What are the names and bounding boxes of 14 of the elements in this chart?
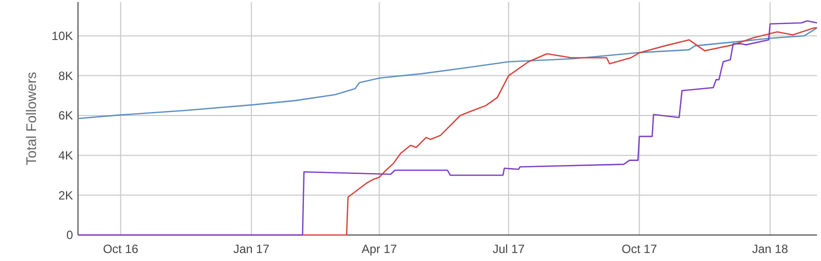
y-tick-label: 4K xyxy=(58,148,73,163)
x-tick-label: Oct 17 xyxy=(622,242,658,256)
y-tick-label: 10K xyxy=(52,29,73,44)
y-tick-label: 2K xyxy=(58,188,73,202)
x-tick-label: Jul 17 xyxy=(492,242,525,256)
y-tick-label: 0 xyxy=(66,228,74,242)
y-tick-label: 8K xyxy=(58,68,73,83)
x-tick-label: Apr 17 xyxy=(362,242,398,256)
x-tick-label: Jan 17 xyxy=(233,242,270,256)
x-tick-label: Jan 18 xyxy=(752,242,788,256)
line-series xyxy=(77,27,818,120)
y-tick-label: 6K xyxy=(58,108,73,123)
y-axis-title: Total Followers xyxy=(23,72,39,166)
x-tick-label: Oct 16 xyxy=(102,242,139,256)
